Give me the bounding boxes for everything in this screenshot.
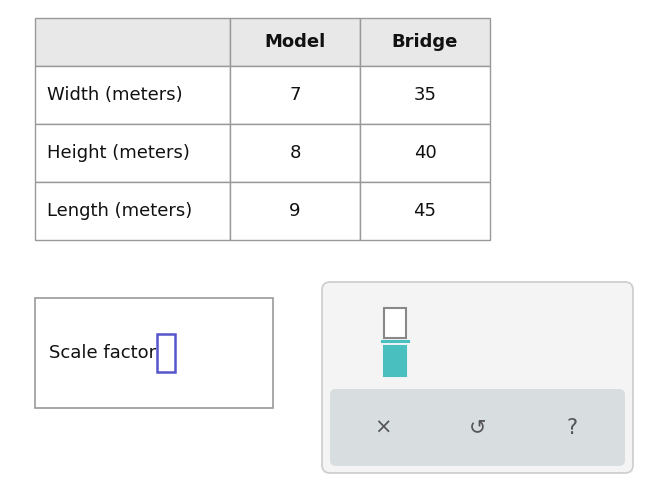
FancyBboxPatch shape [35, 18, 230, 66]
FancyBboxPatch shape [35, 182, 230, 240]
Text: 9: 9 [289, 202, 301, 220]
Text: Width (meters): Width (meters) [47, 86, 182, 104]
Text: Height (meters): Height (meters) [47, 144, 190, 162]
Text: 45: 45 [414, 202, 436, 220]
Text: 35: 35 [414, 86, 436, 104]
FancyBboxPatch shape [230, 18, 360, 66]
Text: Model: Model [265, 33, 326, 51]
FancyBboxPatch shape [360, 66, 490, 124]
FancyBboxPatch shape [230, 124, 360, 182]
Text: ?: ? [566, 417, 577, 437]
FancyBboxPatch shape [322, 282, 633, 473]
Text: Scale factor:: Scale factor: [49, 344, 162, 362]
FancyBboxPatch shape [230, 182, 360, 240]
Text: Length (meters): Length (meters) [47, 202, 192, 220]
FancyBboxPatch shape [35, 66, 230, 124]
FancyBboxPatch shape [384, 308, 406, 338]
FancyBboxPatch shape [330, 389, 625, 466]
FancyBboxPatch shape [360, 18, 490, 66]
FancyBboxPatch shape [230, 66, 360, 124]
Text: Bridge: Bridge [392, 33, 458, 51]
FancyBboxPatch shape [35, 124, 230, 182]
Text: ↺: ↺ [469, 417, 486, 437]
Text: ×: × [375, 417, 392, 437]
FancyBboxPatch shape [360, 182, 490, 240]
Text: 8: 8 [289, 144, 301, 162]
FancyBboxPatch shape [157, 334, 175, 372]
FancyBboxPatch shape [360, 124, 490, 182]
Text: 40: 40 [414, 144, 436, 162]
FancyBboxPatch shape [384, 346, 406, 376]
Text: 7: 7 [289, 86, 301, 104]
FancyBboxPatch shape [35, 298, 273, 408]
